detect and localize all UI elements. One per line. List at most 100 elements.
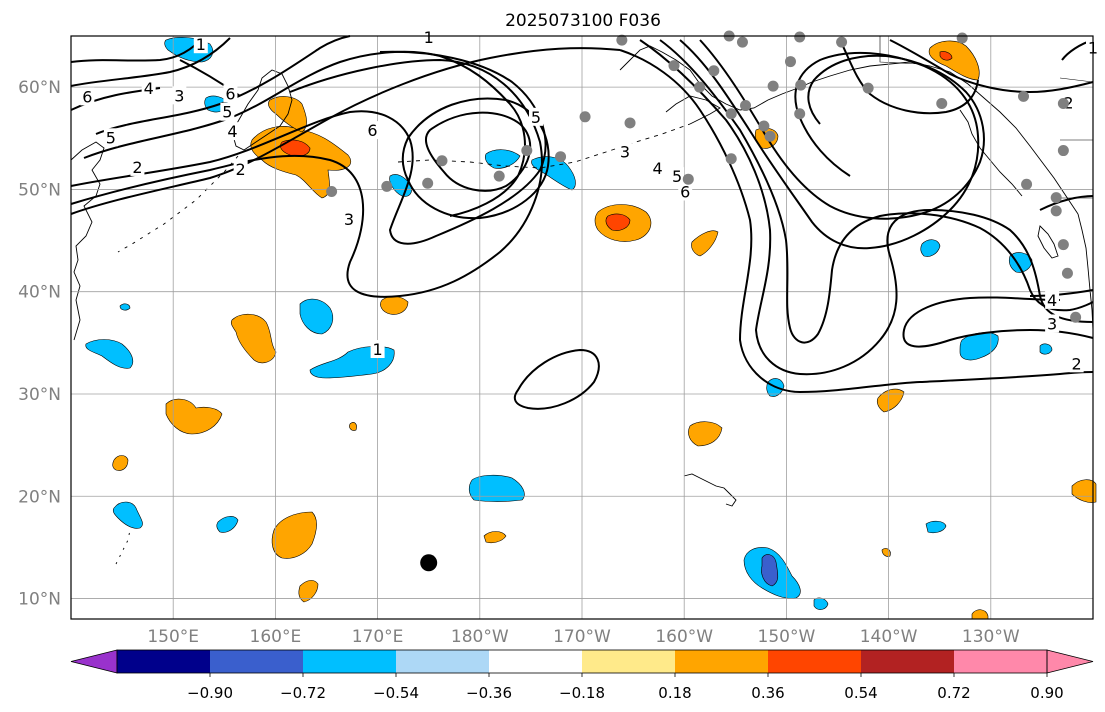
contour-label-halo xyxy=(103,128,118,147)
contour-label-halo xyxy=(233,159,248,178)
station-dot xyxy=(493,170,505,182)
latitude-tick-label: 60°N xyxy=(18,78,61,98)
station-dot xyxy=(758,120,770,132)
station-dot xyxy=(436,155,448,167)
contour-label: 4 xyxy=(1047,291,1057,310)
contour-line-value-3 xyxy=(70,37,231,87)
contour-line-value-5 xyxy=(679,39,980,250)
contour-label: 1 xyxy=(196,35,206,54)
station-dot xyxy=(708,65,720,77)
positive-anomaly-region xyxy=(605,213,631,231)
colorbar-tick-label: 0.18 xyxy=(658,684,691,702)
colorbar-tick-label: 0.54 xyxy=(844,684,877,702)
map-panel: 116325643125463456521432 xyxy=(70,28,1100,620)
colorbar-segment xyxy=(768,650,862,673)
station-dot xyxy=(422,177,434,189)
colorbar-segment xyxy=(582,650,676,673)
station-dot xyxy=(794,31,806,43)
station-dot xyxy=(956,32,968,44)
station-dot xyxy=(624,117,636,129)
positive-anomaly-region xyxy=(230,313,277,364)
longitude-tick-label: 130°W xyxy=(962,627,1020,647)
colorbar-tick-label: 0.36 xyxy=(751,684,784,702)
colorbar-segment xyxy=(954,650,1048,673)
station-dot xyxy=(668,60,680,72)
station-dot xyxy=(616,34,628,46)
negative-anomaly-region xyxy=(299,298,334,335)
contour-label-halo xyxy=(1069,354,1084,373)
coastlines xyxy=(70,36,1094,565)
colorbar-tick-label: −0.72 xyxy=(280,684,326,702)
negative-anomaly-region xyxy=(761,554,779,587)
station-dot xyxy=(579,111,591,123)
contour-label-halo xyxy=(80,87,95,106)
contour-label: 3 xyxy=(344,210,354,229)
contour-label: 6 xyxy=(367,121,377,140)
contour-label: 4 xyxy=(227,122,237,141)
contour-line-value-4 xyxy=(659,39,1094,344)
colorbar-segment xyxy=(210,650,304,673)
contour-label: 5 xyxy=(222,103,232,122)
contour-labels: 116325643125463456521432 xyxy=(80,28,1100,373)
station-dot xyxy=(1070,311,1082,323)
station-dot xyxy=(862,82,874,94)
station-dot xyxy=(1057,145,1069,157)
negative-anomaly-region xyxy=(925,520,947,534)
colorbar-segment xyxy=(396,650,490,673)
station-dot xyxy=(725,153,737,165)
coastline-marianas xyxy=(115,529,131,565)
gridlines xyxy=(71,36,1093,619)
coastline-hawaii xyxy=(683,473,737,507)
negative-anomaly-region xyxy=(85,339,134,369)
contour-line-value-6 xyxy=(70,35,205,63)
negative-anomaly-region xyxy=(112,501,143,529)
station-dot xyxy=(740,100,752,112)
contour-label-halo xyxy=(225,122,240,141)
longitude-tick-label: 180°W xyxy=(451,627,509,647)
positive-anomaly-region xyxy=(298,580,319,603)
contour-line-value-3 xyxy=(902,296,1094,348)
longitude-tick-label: 170°W xyxy=(553,627,611,647)
latitude-labels: 60°N 50°N 40°N 30°N 20°N 10°N xyxy=(18,78,61,609)
colorbar-extend-high xyxy=(1046,649,1094,674)
station-dot xyxy=(784,56,796,68)
station-dot xyxy=(1061,267,1073,279)
station-dot xyxy=(764,130,776,142)
contour-label: 1 xyxy=(424,28,434,47)
coastline-alaska-north xyxy=(665,95,721,125)
contour-label-halo xyxy=(421,28,436,47)
contour-label-halo xyxy=(617,142,632,161)
contour-line-value-5 xyxy=(95,35,351,135)
latitude-tick-label: 30°N xyxy=(18,385,61,405)
contour-label: 4 xyxy=(144,79,154,98)
station-dot xyxy=(794,108,806,120)
station-dot xyxy=(682,173,694,185)
latitude-tick-label: 50°N xyxy=(18,180,61,200)
colorbar-tick-label: 0.72 xyxy=(937,684,970,702)
contour-line-value-6 xyxy=(839,39,979,115)
station-dot xyxy=(521,145,533,157)
contour-label: 5 xyxy=(672,167,682,186)
contour-label-halo xyxy=(172,86,187,105)
contour-label: 6 xyxy=(82,87,92,106)
coastline-kamchatka-asia xyxy=(70,141,105,341)
negative-anomaly-region xyxy=(1039,343,1053,355)
contour-label: 4 xyxy=(653,159,663,178)
longitude-tick-label: 150°W xyxy=(758,627,816,647)
figure-title: 2025073100 F036 xyxy=(505,11,661,31)
contour-label: 6 xyxy=(680,182,690,201)
contour-line-value-1 xyxy=(513,348,600,410)
station-dot xyxy=(736,36,748,48)
contour-line-value-6 xyxy=(699,39,985,220)
coastline-vancouver-island xyxy=(1037,225,1059,259)
contour-line-value-2 xyxy=(889,39,1094,94)
colorbar-segment xyxy=(303,650,397,673)
colorbar-segment xyxy=(489,650,583,673)
negative-anomaly-region xyxy=(468,474,525,502)
positive-anomaly-region xyxy=(483,531,507,544)
station-dot xyxy=(326,185,338,197)
coastline-canada-border xyxy=(879,36,1094,199)
station-dot xyxy=(1018,90,1030,102)
longitude-labels: 150°E 160°E 170°E 180°W 170°W 160°W 150°W 140°W… xyxy=(147,627,1020,647)
negative-anomaly-region xyxy=(484,149,521,169)
